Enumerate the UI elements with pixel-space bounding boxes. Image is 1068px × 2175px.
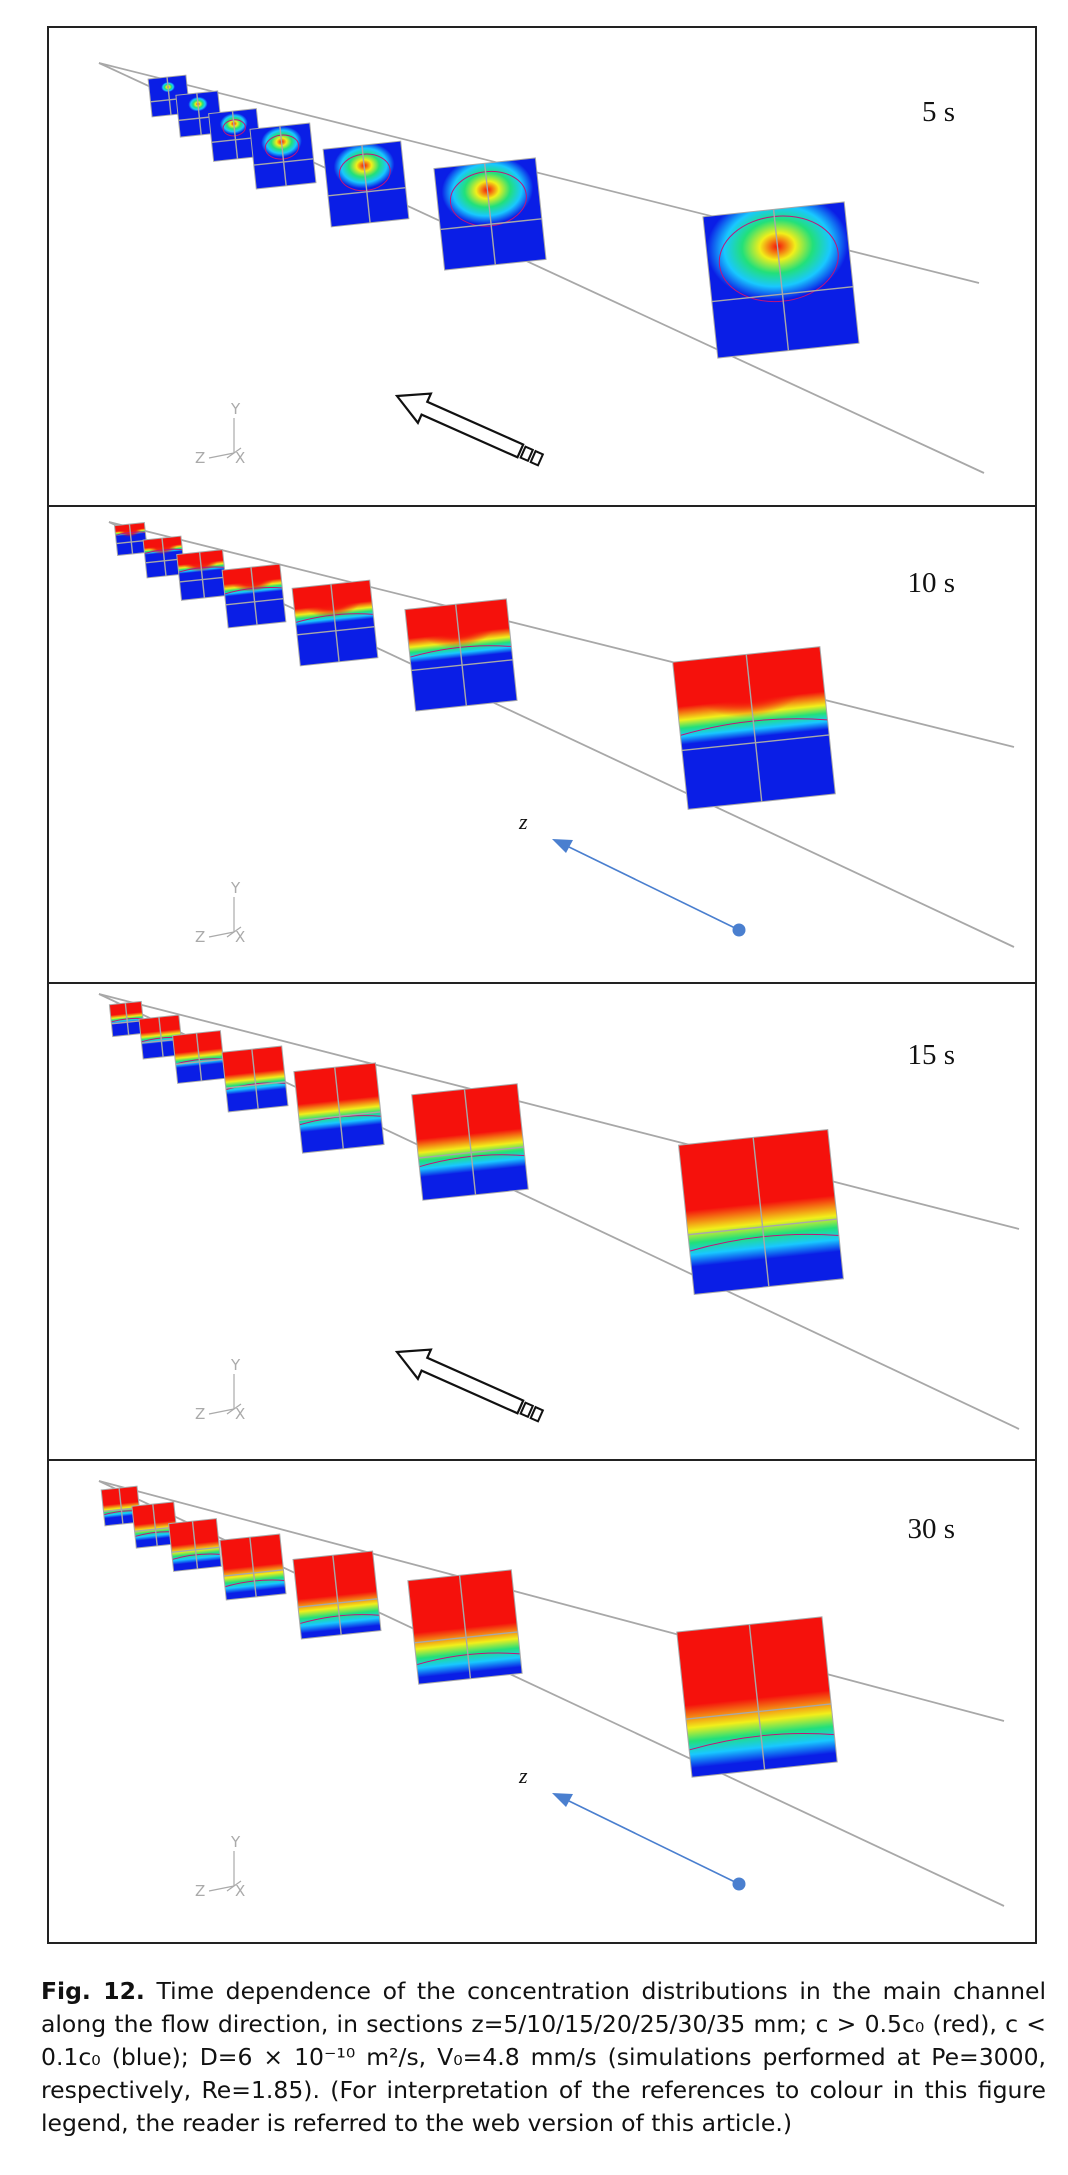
cross-section — [433, 157, 547, 271]
cross-section — [249, 122, 317, 190]
channel-edge-line — [108, 521, 1015, 748]
axis-x-label: X — [235, 1882, 245, 1900]
cross-section — [221, 1045, 289, 1113]
axis-z-label: Z — [195, 1882, 205, 1900]
cross-section — [219, 1533, 287, 1601]
axis-x-label: X — [235, 449, 245, 467]
axes-triad: Y Z X — [195, 400, 245, 467]
axis-y-label: Y — [230, 400, 241, 418]
time-label: 10 s — [907, 567, 955, 599]
z-direction-arrow: z — [518, 1763, 746, 1891]
cross-section — [172, 1030, 226, 1084]
cross-section — [676, 1616, 838, 1778]
cross-section — [138, 1014, 184, 1060]
channel-edge-line — [98, 993, 1020, 1230]
figure-caption: Fig. 12. Time dependence of the concentr… — [41, 1975, 1046, 2140]
flow-direction-arrow — [394, 1348, 545, 1423]
axes-triad: Y Z X — [195, 1356, 245, 1423]
axis-y-label: Y — [230, 1833, 241, 1851]
axis-x-label: X — [235, 1405, 245, 1423]
cross-section — [168, 1518, 222, 1572]
axis-y-label: Y — [230, 1356, 241, 1374]
cross-section — [322, 140, 410, 228]
concentration-scene-30s: Y Z Xz — [98, 1480, 1005, 1907]
axes-triad: Y Z X — [195, 1833, 245, 1900]
cross-section — [176, 549, 228, 601]
cross-section — [221, 563, 287, 629]
axes-triad: Y Z X — [195, 879, 245, 946]
time-label: 30 s — [907, 1513, 955, 1545]
axis-z-label: Z — [195, 1405, 205, 1423]
time-label: 15 s — [907, 1039, 955, 1071]
cross-section — [113, 521, 149, 557]
panel-5s: Y Z X 5 s — [49, 28, 1035, 507]
z-direction-arrow: z — [518, 809, 746, 937]
z-axis-label: z — [518, 809, 528, 834]
cross-section — [407, 1569, 523, 1685]
cross-section — [404, 598, 518, 712]
figure-number: Fig. 12. — [41, 1977, 145, 2005]
cross-section — [291, 579, 379, 667]
concentration-scene-15s: Y Z X — [98, 993, 1020, 1430]
concentration-scene-5s: Y Z X — [98, 62, 985, 474]
concentration-scene-10s: Y Z Xz — [108, 521, 1015, 948]
cross-section — [292, 1550, 382, 1640]
axis-z-label: Z — [195, 449, 205, 467]
cross-section — [678, 1129, 844, 1295]
cross-section — [702, 201, 860, 359]
axis-z-label: Z — [195, 928, 205, 946]
axis-y-label: Y — [230, 879, 241, 897]
cross-section — [672, 646, 836, 810]
cross-section — [411, 1083, 529, 1201]
z-axis-label: z — [518, 1763, 528, 1788]
cross-section — [108, 1000, 146, 1038]
axis-x-label: X — [235, 928, 245, 946]
cross-section — [293, 1062, 385, 1154]
channel-edge-line — [98, 1480, 1005, 1722]
flow-direction-arrow — [394, 392, 545, 467]
panel-15s: Y Z X 15 s — [49, 982, 1035, 1461]
time-label: 5 s — [921, 96, 955, 128]
caption-text: Time dependence of the concentration dis… — [41, 1977, 1046, 2137]
